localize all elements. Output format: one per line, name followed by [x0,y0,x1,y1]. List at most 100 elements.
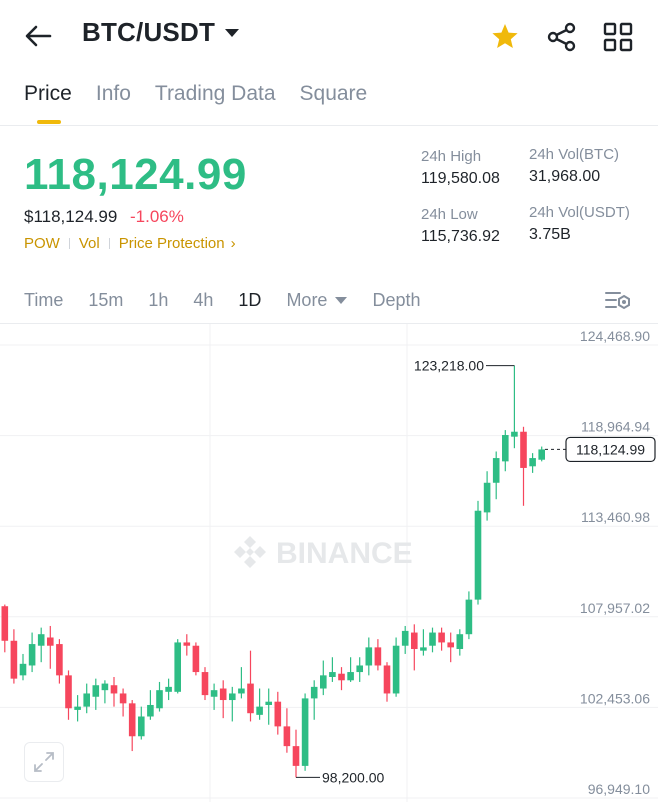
stat-value: 3.75B [529,226,571,243]
more-label: More [286,289,328,310]
expand-icon[interactable] [24,742,64,782]
main-tabs: Price Info Trading Data Square [24,82,391,126]
candle [492,451,500,500]
tag-pow[interactable]: POW [24,235,60,252]
candle-body [128,703,136,737]
candle-body [101,683,109,691]
pair-selector[interactable]: BTC/USDT [82,17,240,48]
candle [37,627,45,663]
candle-body [338,673,345,681]
stat-vol-usdt: 24h Vol(USDT) 3.75B [529,204,630,244]
candle [320,660,327,696]
stat-label: 24h Vol(BTC) [529,146,620,163]
candle-body [356,665,363,673]
tab-trading-data[interactable]: Trading Data [154,82,276,105]
candle-body [420,647,427,651]
candle [247,650,254,722]
candle [83,683,90,714]
candle-body [365,647,373,666]
candle-body [283,726,291,747]
candle-body [256,706,263,715]
interval-15m[interactable]: 15m [88,289,124,310]
candle [210,683,218,710]
candle [356,657,363,682]
candle [529,453,536,473]
tab-price[interactable]: Price [24,82,72,124]
candle-body [411,632,418,650]
candle-body [74,706,81,710]
candle-body [192,645,200,673]
candle-body [274,701,282,727]
tab-square[interactable]: Square [299,82,368,105]
candle-body [28,644,36,666]
candle [292,729,300,778]
last-price: 118,124.99 [24,150,247,199]
candle [301,693,309,771]
candle [338,667,345,691]
tag-vol[interactable]: Vol [78,235,100,252]
price-change: -1.06% [130,207,184,226]
candle [256,688,263,720]
candle-body [529,458,536,467]
candle [156,681,163,712]
stat-low: 24h Low 115,736.92 [421,206,500,246]
candle-body [119,693,127,704]
interval-1h[interactable]: 1h [148,289,169,310]
candle-body [374,647,382,666]
candle-body [156,690,163,709]
share-icon[interactable] [545,20,579,54]
tab-info[interactable]: Info [95,82,131,105]
min-price-label: 98,200.00 [322,769,384,785]
candle-body [47,637,54,646]
divider [0,125,658,126]
depth-tab[interactable]: Depth [372,289,421,310]
y-tick-label: 113,460.98 [581,509,650,525]
candle [201,667,209,701]
candle [374,639,382,671]
candle [56,639,63,684]
interval-1d[interactable]: 1D [238,289,262,310]
candle-body [310,686,318,699]
chart-settings-icon[interactable] [602,285,634,315]
candle [265,688,272,725]
interval-bar: Time 15m 1h 4h 1D More Depth [24,287,446,313]
candle-body [538,449,545,460]
candle [329,657,336,682]
chevron-down-icon [225,28,240,37]
candle [383,662,391,702]
candle [1,604,9,653]
tag-price-protection[interactable]: Price Protection [118,235,225,252]
candle-body [56,644,63,676]
y-tick-label: 118,964.94 [581,419,650,435]
candle-body [219,688,227,701]
star-icon[interactable] [488,20,522,54]
price-sub: $118,124.99 -1.06% [24,207,184,227]
interval-more[interactable]: More [286,289,348,311]
usd-price: $118,124.99 [24,207,118,226]
candle [138,706,145,740]
stat-high: 24h High 119,580.08 [421,148,500,188]
candle [219,680,227,719]
candle-body [247,683,254,714]
grid-icon[interactable] [601,20,635,54]
candle-body [320,675,327,689]
candle [310,680,318,720]
chevron-right-icon[interactable]: › [230,235,236,252]
candle-body [301,698,309,766]
candle-body [110,685,118,694]
chevron-down-icon [335,296,348,304]
candlestick-chart[interactable]: BINANCE 123,218.00 98,200.00 118,124.99 12… [0,324,658,802]
candle [283,708,291,753]
candle-body [265,701,272,705]
candle-body [37,634,45,646]
back-arrow-icon[interactable] [20,18,56,54]
interval-4h[interactable]: 4h [193,289,214,310]
y-tick-label: 124,468.90 [580,328,650,344]
stat-label: 24h Vol(USDT) [529,204,630,221]
candle-body [465,599,473,635]
candle-body [183,642,191,646]
candle [92,678,100,710]
interval-time[interactable]: Time [24,289,64,310]
candle [347,657,354,682]
tag-separator [108,238,110,249]
